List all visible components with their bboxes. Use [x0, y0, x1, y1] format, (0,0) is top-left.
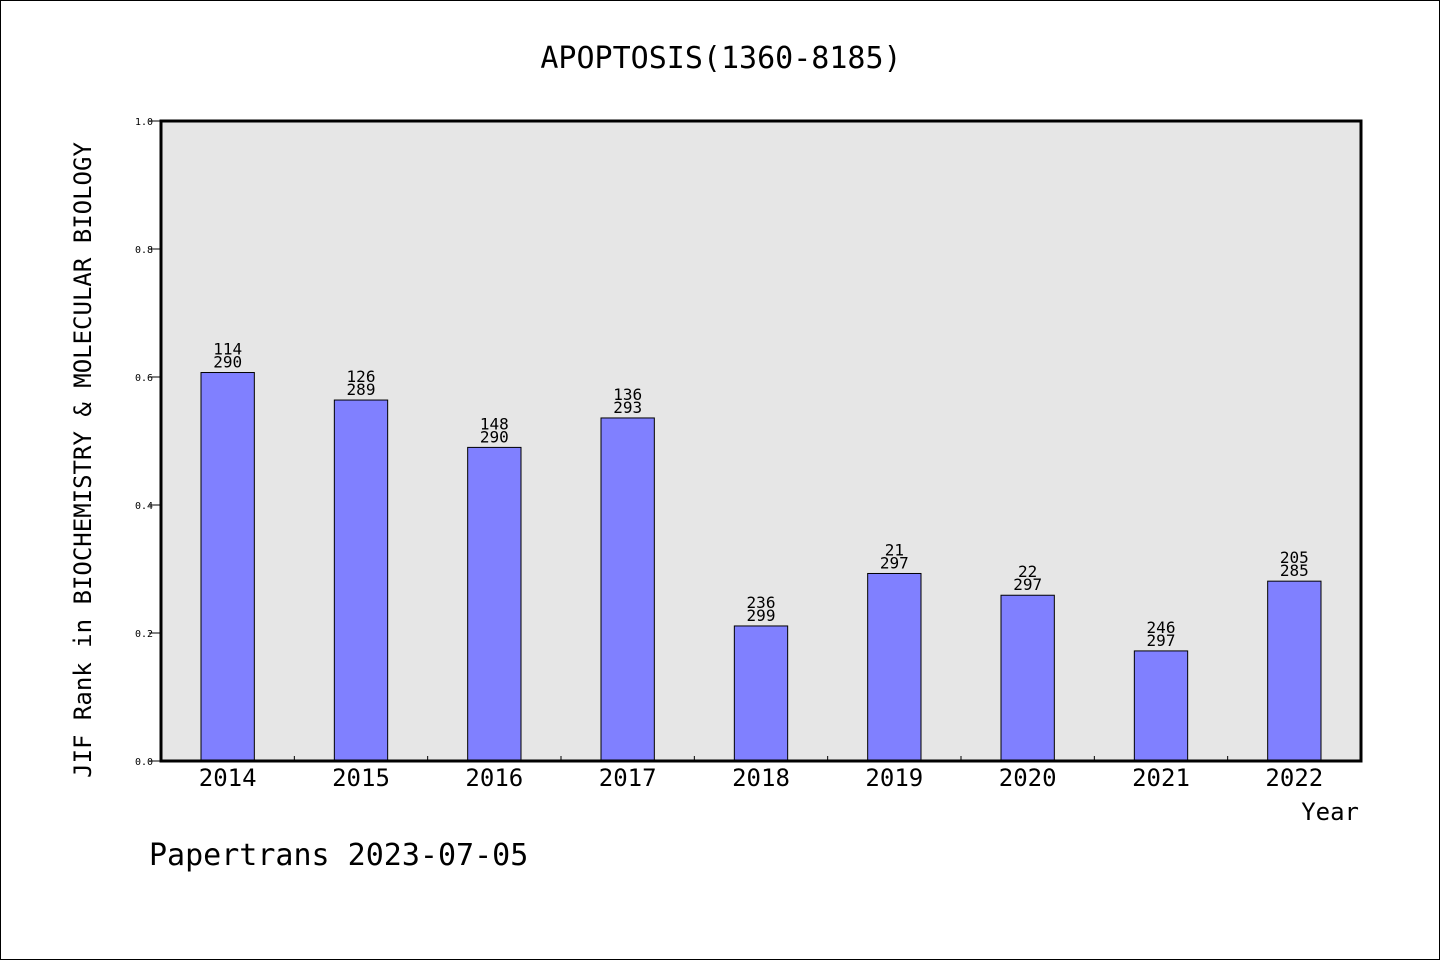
bar-total-label: 285: [1280, 561, 1309, 580]
x-tick-label: 2016: [465, 764, 523, 792]
y-tick-label: 0.4: [135, 501, 153, 512]
bar-2017: [600, 417, 655, 762]
bar-2015: [333, 399, 389, 762]
x-tick-label: 2020: [999, 764, 1057, 792]
bar-total-label: 297: [1013, 575, 1042, 594]
x-tick-label: 2019: [865, 764, 923, 792]
y-tick-label: 0.8: [135, 245, 153, 256]
x-axis-label: Year: [1301, 798, 1359, 826]
bar-total-label: 293: [613, 398, 642, 417]
bar-rank-label: 114: [213, 340, 242, 359]
bar-rank-label: 148: [480, 414, 509, 433]
bar-2020: [1000, 594, 1055, 762]
bar-2016: [467, 446, 522, 762]
chart-title: APOPTOSIS(1360-8185): [540, 41, 901, 76]
y-tick-label: 1.0: [135, 117, 153, 128]
bar-rank-label: 205: [1280, 548, 1309, 567]
bar-total-label: 297: [880, 553, 909, 572]
footer-credit: Papertrans 2023-07-05: [149, 838, 528, 873]
bar-total-label: 297: [1147, 631, 1176, 650]
y-axis: 0.0 0.2 0.4 0.6 0.8 1.0: [135, 117, 161, 768]
x-tick-label: 2022: [1265, 764, 1323, 792]
bar-total-label: 290: [480, 427, 509, 446]
plot-border: [159, 119, 1363, 763]
bar-2021: [1133, 650, 1189, 762]
bar-2014: [200, 372, 255, 762]
x-tick-label: 2017: [599, 764, 657, 792]
bar-2022: [1267, 580, 1322, 762]
bar-rank-label: 136: [613, 385, 642, 404]
bar-rank-label: 22: [1018, 562, 1037, 581]
y-axis-label: JIF Rank in BIOCHEMISTRY & MOLECULAR BIO…: [69, 142, 97, 778]
bar-2019: [867, 572, 922, 762]
x-axis: 2014 2015 2016 2017 2018 2019 2020 2021 2022: [199, 756, 1323, 792]
bar-rank-label: 246: [1147, 618, 1176, 637]
x-tick-label: 2018: [732, 764, 790, 792]
bar-rank-label: 21: [885, 540, 904, 559]
x-tick-label: 2015: [332, 764, 390, 792]
bar-2018: [733, 625, 789, 762]
bar-rank-label: 236: [747, 593, 776, 612]
bar-total-label: 299: [747, 606, 776, 625]
bars-group: [200, 372, 1322, 762]
bar-total-label: 290: [213, 353, 242, 372]
y-tick-label: 0.0: [135, 757, 153, 768]
bar-total-label: 289: [347, 380, 376, 399]
x-tick-label: 2014: [199, 764, 257, 792]
bar-rank-label: 126: [347, 367, 376, 386]
x-tick-label: 2021: [1132, 764, 1190, 792]
y-tick-label: 0.6: [135, 373, 153, 384]
y-tick-label: 0.2: [135, 629, 153, 640]
